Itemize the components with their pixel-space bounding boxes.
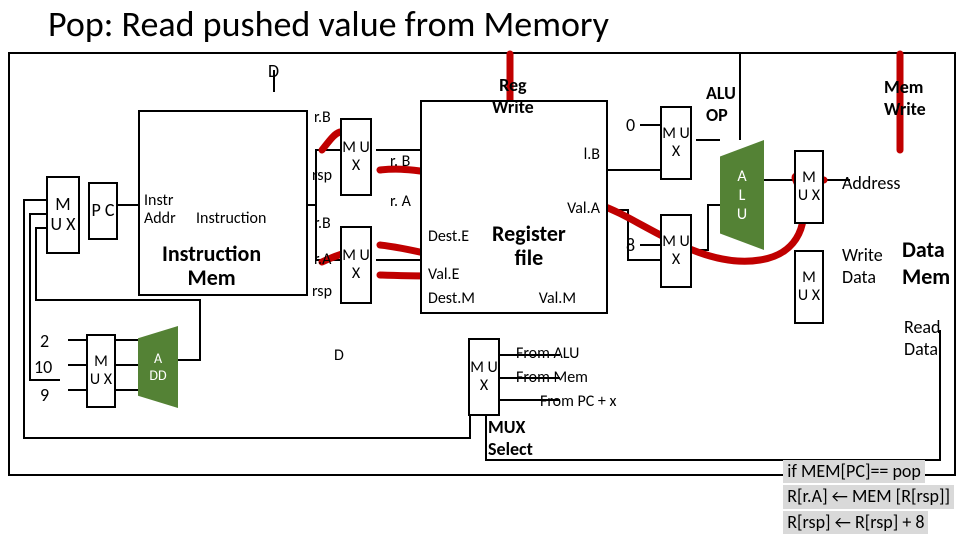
mux-pc-in: M U X [46, 176, 80, 254]
label-reg-write: Reg Write [492, 74, 534, 118]
label-from-mem: From Mem [516, 368, 588, 387]
page-title: Pop: Read pushed value from Memory [48, 2, 609, 46]
label-read-data: Read Data [904, 316, 941, 360]
label-from-alu: From ALU [516, 344, 579, 363]
label-d-top: D [268, 60, 279, 82]
adder: A DD [138, 326, 178, 408]
label-ra: r.A [314, 250, 331, 269]
mux-alu-a: M U X [660, 106, 692, 180]
label-two: 2 [40, 330, 49, 352]
mux-addr: M U X [794, 150, 824, 224]
label-ten: 10 [34, 356, 52, 378]
label-zero: 0 [626, 114, 635, 136]
label-mux-select: MUX Select [488, 416, 533, 460]
label-eight: 8 [626, 234, 635, 256]
mux-pc-inc: M U X [86, 334, 116, 408]
label-rb2: r.B [314, 214, 331, 233]
label-nine: 9 [40, 384, 49, 406]
instruction-mem: Instr Addr Instruction Instruction Mem [138, 110, 308, 296]
label-rsp1: rsp [312, 166, 332, 185]
register-file: l.B Val.A Dest.E Val.E Dest.M Val.M Regi… [420, 100, 608, 314]
mux-pc-src: M U X [468, 338, 500, 416]
label-ra-mid: r. A [390, 192, 411, 211]
label-from-pcx: From PC + x [540, 392, 616, 411]
mux-alu-b: M U X [660, 214, 692, 288]
label-rb-mid: r. B [390, 152, 410, 171]
label-alu-op: ALU OP [706, 82, 736, 126]
pc-register: P C [88, 182, 118, 240]
mux-wdata: M U X [794, 250, 824, 324]
label-address: Address [842, 172, 900, 194]
label-mem-write: Mem Write [884, 76, 926, 120]
mux-rb-top: M U X [340, 118, 372, 196]
label-d-bottom: D [334, 346, 344, 365]
label-rb1: r.B [314, 108, 331, 127]
label-write-data: Write Data [842, 244, 883, 288]
annotation: if MEM[PC]== pop R[r.A] ← MEM [R[rsp]] R… [783, 458, 954, 534]
label-rsp2: rsp [312, 282, 332, 301]
label-data-mem: Data Mem [902, 236, 950, 290]
mux-ra-bot: M U X [340, 226, 372, 304]
alu: A L U [720, 140, 764, 250]
